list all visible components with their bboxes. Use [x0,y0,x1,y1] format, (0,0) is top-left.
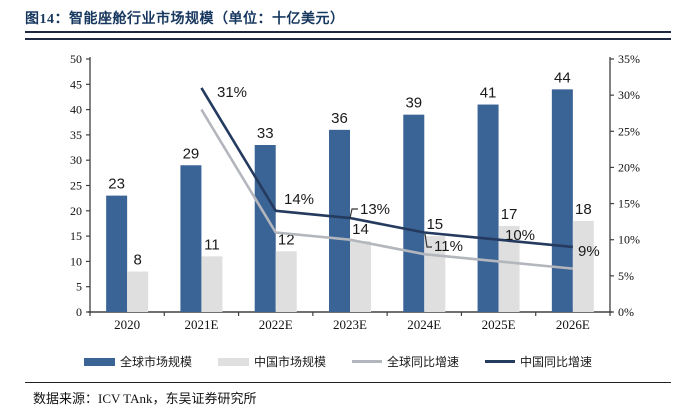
right-axis-tick-label: 15% [618,197,640,211]
footer-divider-rule [25,382,671,383]
right-axis-tick-label: 30% [618,88,640,102]
right-axis-tick-label: 0% [618,305,634,319]
line-label-china-growth: 11% [434,238,463,255]
bar-label-global: 44 [554,69,571,86]
x-axis-category-label: 2021E [184,317,218,332]
left-axis-tick-label: 20 [70,204,82,218]
legend-swatch-bar [83,357,115,366]
line-label-china-growth: 10% [505,227,535,244]
bar-label-china: 8 [133,252,141,269]
bar-label-global: 33 [257,125,274,142]
x-axis-category-label: 2025E [482,317,516,332]
bar-global [551,89,573,312]
left-axis-tick-label: 30 [70,153,82,167]
bar-global [477,104,499,312]
bar-label-china: 15 [426,216,443,233]
left-axis-tick-label: 10 [70,254,82,268]
title-divider-double-rule [25,31,671,40]
bar-china [350,241,371,312]
bar-global [329,129,350,312]
bar-global [106,195,128,312]
left-axis-tick-label: 0 [76,305,82,319]
x-axis-category-label: 2020 [114,317,140,332]
left-axis-tick-label: 15 [70,229,82,243]
bar-label-global: 41 [480,85,497,102]
data-source-note: 数据来源：ICV TAnk，东吴证券研究所 [33,391,257,406]
bar-label-global: 29 [183,145,200,162]
line-label-leader [424,233,432,248]
line-label-leader [349,208,358,219]
legend-label: 全球同比增速 [387,355,460,369]
chart-legend: 全球市场规模 中国市场规模 全球同比增速 中国同比增速 [0,353,676,370]
right-axis-tick-label: 35% [618,52,640,66]
left-axis-tick-label: 45 [70,77,82,91]
legend-swatch-line [485,360,516,363]
bar-global [180,165,202,312]
legend-label: 全球市场规模 [119,355,192,369]
bar-label-china: 14 [352,221,369,238]
legend-label: 中国市场规模 [253,355,326,369]
left-axis-tick-label: 35 [70,128,82,142]
bar-label-global: 39 [405,95,422,112]
right-axis-tick-label: 5% [618,269,634,283]
left-axis-tick-label: 5 [76,280,82,294]
legend-swatch-bar [217,357,249,366]
bar-china [275,251,297,312]
line-label-china-growth: 14% [284,191,314,208]
right-axis-tick-label: 10% [618,233,640,247]
line-china-growth [200,87,573,249]
bar-china [127,271,149,312]
bar-china [498,225,520,312]
left-axis-tick-label: 50 [70,52,82,66]
legend-item-line-3: 中国同比增速 [485,353,592,370]
line-label-china-growth: 31% [217,84,247,101]
bar-global [403,114,425,312]
line-global-growth [200,108,573,270]
x-axis-category-label: 2026E [556,317,590,332]
x-axis-category-label: 2024E [407,317,441,332]
left-axis-tick-label: 25 [70,179,82,193]
legend-swatch-line [352,360,382,363]
legend-item-line-2: 全球同比增速 [352,353,459,370]
bar-label-china: 11 [204,236,220,253]
legend-item-bar-1: 中国市场规模 [217,353,326,370]
bar-label-china: 17 [501,206,518,223]
left-axis-tick-label: 40 [70,103,82,117]
bar-china [201,256,223,312]
figure-title: 图14：智能座舱行业市场规模（单位：十亿美元） [25,12,345,27]
bar-label-china: 12 [278,231,295,248]
right-axis-tick-label: 25% [618,124,640,138]
legend-label: 中国同比增速 [520,355,593,369]
right-axis-tick-label: 20% [618,160,640,174]
x-axis-category-label: 2023E [333,317,367,332]
legend-item-bar-0: 全球市场规模 [83,353,192,370]
line-label-china-growth: 13% [360,201,390,218]
line-label-china-growth: 9% [578,243,600,260]
bar-label-global: 23 [108,176,125,193]
chart-canvas: 0 5 10 15 20 25 30 35 40 45 50 0% 5% 10% 15% 20% 25% 30% 3… [70,52,640,332]
x-axis-category-label: 2022E [259,317,293,332]
bar-label-china: 18 [575,201,592,218]
bar-china [572,220,594,312]
bar-label-global: 36 [331,110,348,127]
